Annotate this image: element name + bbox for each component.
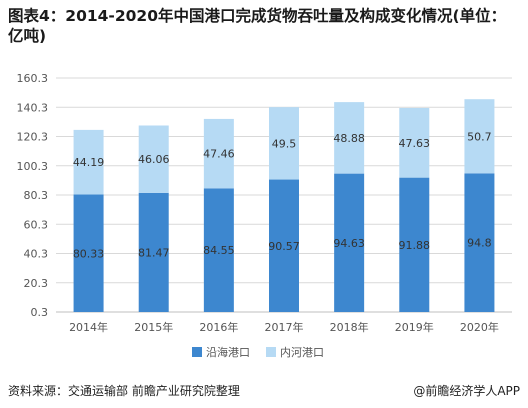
legend: 沿海港口 内河港口 xyxy=(192,345,324,359)
bar-inland xyxy=(399,107,430,178)
x-tick-label: 2020年 xyxy=(460,320,499,334)
bar-coastal xyxy=(138,192,169,312)
bar-coastal xyxy=(203,188,234,312)
brand-credit: @前瞻经济学人APP xyxy=(413,384,520,398)
y-tick-label: 100.3 xyxy=(17,160,49,173)
data-label: 49.5 xyxy=(272,137,297,150)
bar-coastal xyxy=(464,173,495,312)
data-label: 84.55 xyxy=(203,244,235,257)
data-label: 94.63 xyxy=(333,237,365,250)
legend-label: 沿海港口 xyxy=(206,345,250,359)
data-label: 47.63 xyxy=(399,137,431,150)
data-label: 48.88 xyxy=(333,132,365,145)
bar-inland xyxy=(269,107,299,180)
footer: 资料来源：交通运输部 前瞻产业研究院整理 @前瞻经济学人APP xyxy=(8,380,520,400)
legend-label: 内河港口 xyxy=(280,345,324,359)
x-tick-label: 2015年 xyxy=(134,320,173,334)
bar-coastal xyxy=(269,179,299,312)
x-tick-label: 2018年 xyxy=(330,320,369,334)
y-tick-label: 0.3 xyxy=(31,306,49,319)
y-axis-ticks: 0.3 20.3 40.3 60.3 80.3 100.3 120.3 140.3 160.3 xyxy=(17,72,49,319)
data-label: 44.19 xyxy=(73,156,105,169)
bar-inland xyxy=(73,129,104,195)
chart-title: 图表4：2014-2020年中国港口完成货物吞吐量及构成变化情况(单位：亿吨) xyxy=(8,7,507,45)
x-tick-label: 2019年 xyxy=(395,320,434,334)
x-tick-label: 2017年 xyxy=(265,320,304,334)
x-tick-label: 2014年 xyxy=(69,320,108,334)
data-label: 90.57 xyxy=(268,240,300,253)
bar-inland xyxy=(138,125,169,193)
data-label: 50.7 xyxy=(467,130,492,143)
y-tick-label: 60.3 xyxy=(24,218,49,231)
legend-swatch-inland xyxy=(266,347,276,357)
legend-swatch-coastal xyxy=(192,347,202,357)
bar-inland xyxy=(334,102,365,174)
data-label: 91.88 xyxy=(399,239,431,252)
y-tick-label: 140.3 xyxy=(17,101,49,114)
bars: 80.33 44.19 81.47 46.06 84.55 47.46 90.57 49.5 9… xyxy=(73,99,495,312)
y-tick-label: 120.3 xyxy=(17,131,49,144)
source-note: 资料来源：交通运输部 前瞻产业研究院整理 xyxy=(8,384,240,398)
y-tick-label: 40.3 xyxy=(24,248,49,261)
data-label: 94.8 xyxy=(467,237,492,250)
bar-coastal xyxy=(73,194,104,312)
data-label: 81.47 xyxy=(138,246,170,259)
y-tick-label: 20.3 xyxy=(24,277,49,290)
x-tick-label: 2016年 xyxy=(199,320,238,334)
data-label: 47.46 xyxy=(203,148,235,161)
data-label: 46.06 xyxy=(138,153,170,166)
data-label: 80.33 xyxy=(73,247,105,260)
bar-inland xyxy=(203,118,234,189)
y-tick-label: 80.3 xyxy=(24,189,49,202)
bar-coastal xyxy=(334,173,365,312)
bar-coastal xyxy=(399,177,430,312)
x-axis-ticks: 2014年 2015年 2016年 2017年 2018年 2019年 2020年 xyxy=(69,320,499,334)
bar-inland xyxy=(464,99,495,174)
y-tick-label: 160.3 xyxy=(17,72,49,85)
